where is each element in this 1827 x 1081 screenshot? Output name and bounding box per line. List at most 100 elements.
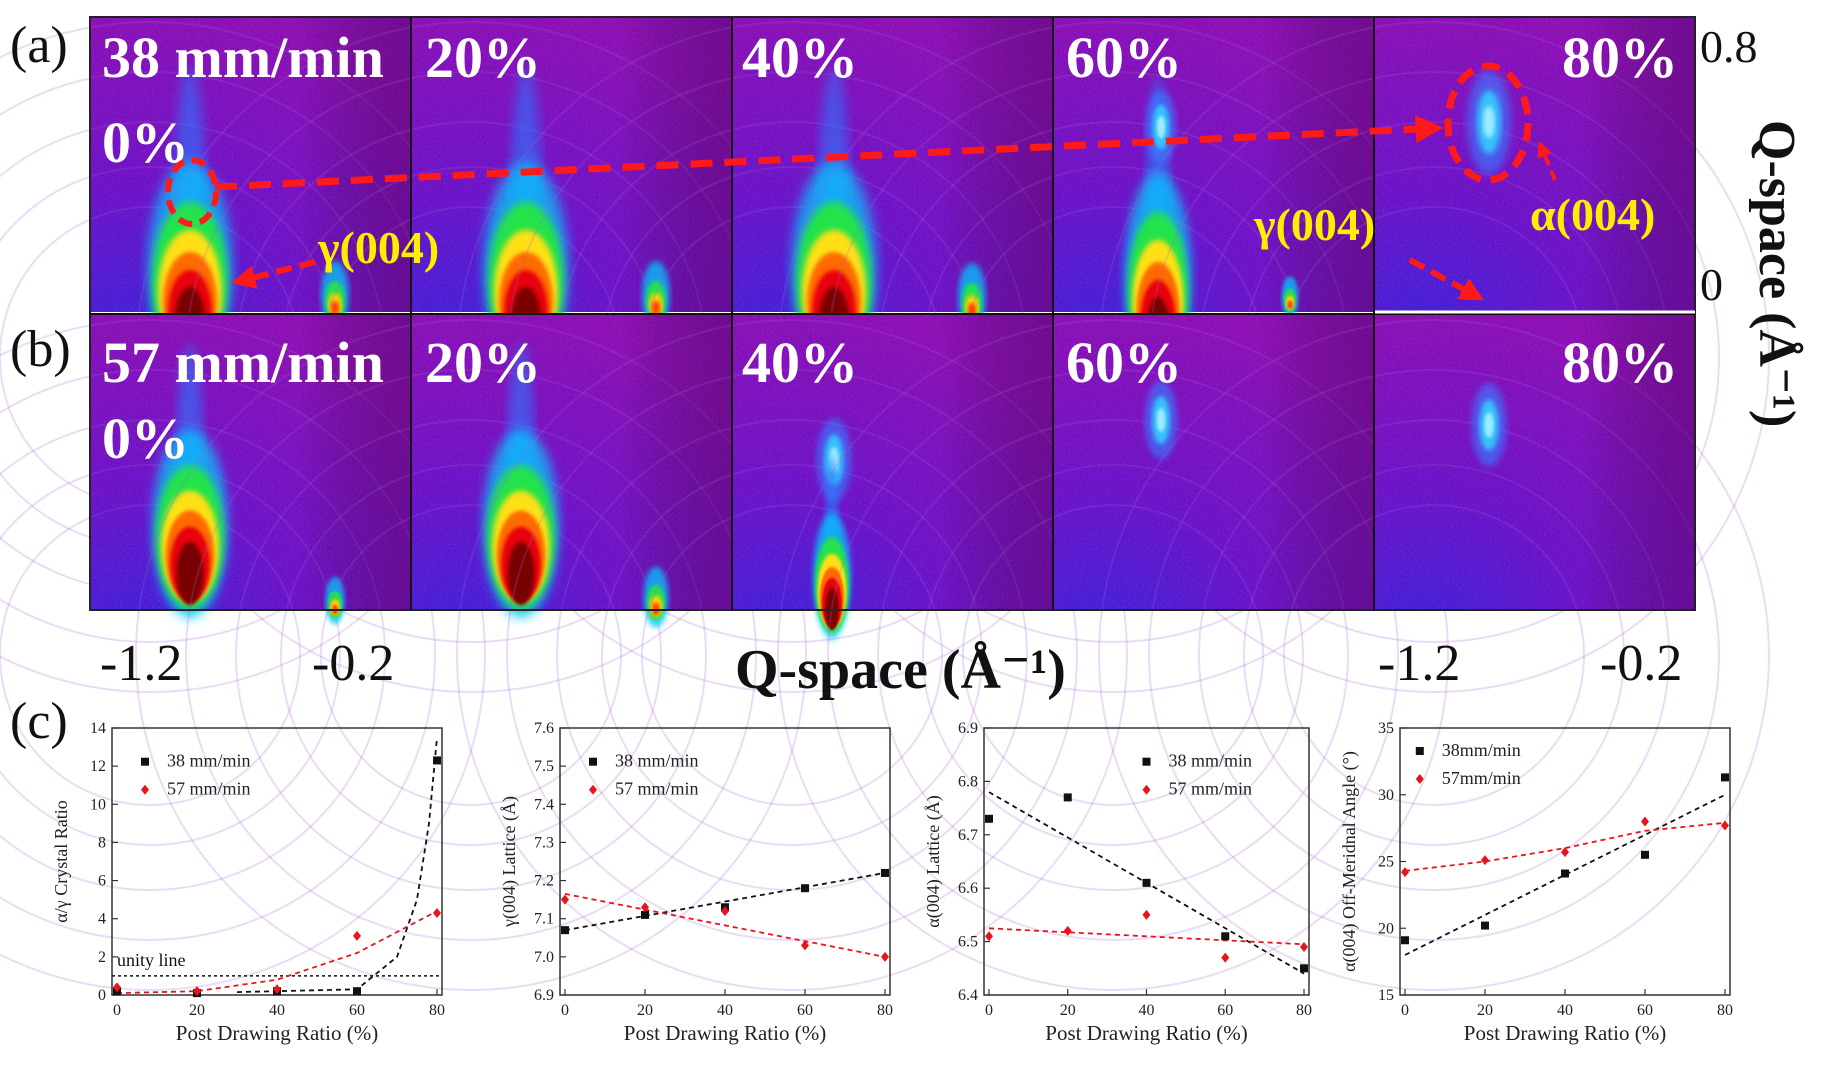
legend-marker (1415, 774, 1424, 785)
data-point-square (985, 814, 993, 823)
legend-label: 38mm/min (1442, 740, 1521, 760)
x-tick-label: 20 (1477, 1002, 1493, 1019)
tile-label-a-1-line1: 38 mm/min (102, 25, 384, 90)
data-point-diamond (561, 894, 569, 905)
data-point-square (1401, 936, 1409, 945)
yellow-annotations: γ(004) γ(004) α(004) (317, 189, 1655, 273)
data-point-square (1721, 773, 1729, 782)
tile-label-b-5: 80% (1562, 330, 1678, 395)
chart-4: 0 20 40 60 80 15 20 25 30 35 Post Drawing Ratio (%… (1339, 720, 1733, 1045)
x-tick-label: 0 (985, 1002, 993, 1019)
x-tick-label: 40 (1139, 1002, 1155, 1019)
x-axis-label: Post Drawing Ratio (%) (1464, 1021, 1666, 1045)
long-arrow (214, 115, 1444, 191)
alpha-arrow (1537, 141, 1557, 181)
y-tick-label: 12 (90, 758, 106, 775)
y-tick-label: 8 (98, 834, 106, 851)
data-point-diamond (353, 930, 361, 941)
gamma-region-circle (165, 157, 219, 227)
tile-label-a-1-line2: 0% (102, 110, 189, 175)
data-point-diamond (1561, 847, 1569, 858)
red-annotations (165, 62, 1557, 301)
data-point-diamond (433, 907, 441, 918)
legend-marker (1142, 757, 1151, 766)
y-tick-label: 7.6 (534, 720, 554, 737)
unity-line-label: unity line (117, 950, 186, 970)
data-point-square (1300, 964, 1308, 973)
tile-label-b-1-line2: 0% (102, 406, 189, 471)
fit-line-black (236, 737, 438, 993)
data-point-square (1221, 932, 1230, 941)
tile-label-a-4: 60% (1066, 25, 1182, 90)
y-tick-label: 6.9 (958, 720, 978, 737)
xrd-tile-b-2 (136, 315, 806, 990)
panel-label-c: (c) (10, 693, 68, 750)
tile-labels: 38 mm/min 0% 20% 40% 60% 80% 57 mm/min 0… (102, 25, 1678, 471)
gamma-left-arrow (231, 259, 316, 289)
x-tick-label: 0 (113, 1002, 121, 1019)
y-tick-label: 0 (98, 987, 106, 1004)
x-axis-label: Post Drawing Ratio (%) (624, 1021, 826, 1045)
data-point-diamond (1401, 867, 1409, 878)
chart-1: 0 20 40 60 80 0 2 4 6 8 10 12 14 Post Drawing Ratio (… (51, 720, 445, 1045)
data-point-diamond (1142, 909, 1151, 920)
alpha-label: α(004) (1530, 189, 1655, 240)
y-tick-label: 20 (1378, 920, 1394, 937)
y-axis-label: α/γ Crystal Ratio (51, 800, 71, 922)
legend-label: 38 mm/min (1169, 751, 1253, 771)
x-tick-label: 40 (1557, 1002, 1573, 1019)
tile-label-a-3: 40% (742, 25, 858, 90)
bottom-axis-label: Q-space (Å⁻¹) (735, 639, 1066, 701)
right-axis-label: Q-space (Å⁻¹) (1748, 120, 1805, 427)
panel-labels: (a) (b) (c) (10, 17, 71, 750)
tile-label-b-2: 20% (425, 330, 541, 395)
tile-label-a-5: 80% (1562, 25, 1678, 90)
y-tick-label: 4 (98, 911, 106, 928)
legend-marker (141, 757, 149, 766)
data-point-square (1063, 793, 1072, 802)
y-axis-label: α(004) Lattice (Å) (923, 795, 944, 927)
legend-label: 57mm/min (1442, 768, 1521, 788)
fit-line-black (564, 872, 886, 932)
q-space-axes: 0.8 0 Q-space (Å⁻¹) -1.2 -0.2 -1.2 -0.2 … (100, 21, 1805, 701)
x-tick-label: 0 (1401, 1002, 1409, 1019)
right-tick-top: 0.8 (1700, 21, 1758, 72)
data-point-square (1561, 869, 1569, 878)
data-point-square (1641, 850, 1649, 859)
legend-label: 57 mm/min (167, 779, 251, 799)
panel-label-a: (a) (10, 17, 68, 74)
data-point-diamond (985, 931, 993, 942)
tile-label-b-1-line1: 57 mm/min (102, 330, 384, 395)
x-tick-label: 80 (877, 1002, 893, 1019)
y-tick-label: 2 (98, 949, 106, 966)
x-tick-label: 60 (349, 1002, 365, 1019)
x-tick-label: 20 (1060, 1002, 1076, 1019)
y-tick-label: 6.7 (958, 827, 978, 844)
y-axis-label: α(004) Off-Meridnal Angle (°) (1339, 751, 1360, 972)
data-point-square (801, 884, 809, 893)
data-point-square (641, 910, 649, 919)
data-point-diamond (1481, 855, 1489, 866)
data-point-diamond (1300, 941, 1308, 952)
bottom-tick-4: -0.2 (1600, 635, 1682, 692)
x-tick-label: 60 (1637, 1002, 1653, 1019)
data-point-square (881, 868, 889, 877)
y-tick-label: 7.1 (534, 911, 554, 928)
x-tick-label: 80 (1717, 1002, 1733, 1019)
data-point-square (1481, 921, 1489, 930)
data-point-diamond (881, 951, 889, 962)
gamma-right-arrow (1408, 257, 1485, 301)
y-tick-label: 6.9 (534, 987, 554, 1004)
chart-3: 0 20 40 60 80 6.4 6.5 6.6 6.7 6.8 6.9 Post Drawing … (923, 720, 1312, 1045)
data-point-diamond (1063, 925, 1072, 936)
x-tick-label: 20 (189, 1002, 205, 1019)
fit-line-red (1404, 821, 1726, 872)
alpha-region-circle (1444, 62, 1532, 184)
y-tick-label: 7.3 (534, 834, 554, 851)
data-point-square (561, 926, 569, 935)
chart-2: 0 20 40 60 80 6.9 7.0 7.1 7.2 7.3 7.4 7.5 7.6 Post Dr… (499, 720, 893, 1045)
x-tick-label: 40 (269, 1002, 285, 1019)
x-tick-label: 0 (561, 1002, 569, 1019)
charts-panel-c: 0 20 40 60 80 0 2 4 6 8 10 12 14 Post Drawing Ratio (… (51, 720, 1733, 1045)
chart-frame (559, 727, 891, 996)
